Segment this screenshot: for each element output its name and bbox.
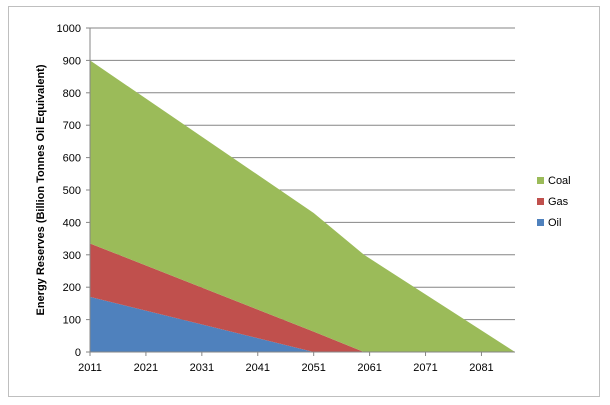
y-tick-labels: 0 100 200 300 400 500 600 700 800 900 1000	[57, 23, 81, 359]
x-tick-label-2031: 2031	[190, 362, 214, 374]
y-tick-label-600: 600	[63, 153, 81, 165]
legend-label-oil: Oil	[548, 217, 561, 229]
legend-swatch-oil	[537, 219, 544, 226]
area-oil	[90, 296, 515, 352]
x-tick-label-2041: 2041	[246, 362, 270, 374]
y-tick-label-900: 900	[63, 55, 81, 67]
y-tick-label-800: 800	[63, 88, 81, 100]
x-tick-label-2011: 2011	[78, 362, 102, 374]
x-tick-label-2051: 2051	[301, 362, 325, 374]
axes	[86, 27, 515, 356]
y-tick-label-1000: 1000	[57, 23, 81, 35]
area-coal	[90, 60, 515, 353]
legend: Coal Gas Oil	[537, 175, 571, 229]
legend-label-gas: Gas	[548, 196, 569, 208]
legend-label-coal: Coal	[548, 175, 571, 187]
y-tick-label-0: 0	[75, 347, 81, 359]
x-tick-label-2021: 2021	[134, 362, 158, 374]
legend-swatch-coal	[537, 177, 544, 184]
y-tick-label-700: 700	[63, 120, 81, 132]
y-tick-label-200: 200	[63, 282, 81, 294]
x-tick-label-2081: 2081	[469, 362, 493, 374]
area-gas	[90, 243, 515, 352]
x-tick-label-2061: 2061	[357, 362, 381, 374]
legend-swatch-gas	[537, 198, 544, 205]
y-tick-label-500: 500	[63, 185, 81, 197]
y-tick-label-400: 400	[63, 217, 81, 229]
y-axis-title: Energy Reserves (Billion Tonnes Oil Equi…	[35, 64, 47, 315]
x-tick-labels: 2011 2021 2031 2041 2051 2061 2071 2081	[78, 362, 494, 374]
y-tick-label-300: 300	[63, 250, 81, 262]
y-tick-label-100: 100	[63, 315, 81, 327]
plot-areas	[90, 60, 515, 353]
x-tick-label-2071: 2071	[413, 362, 437, 374]
